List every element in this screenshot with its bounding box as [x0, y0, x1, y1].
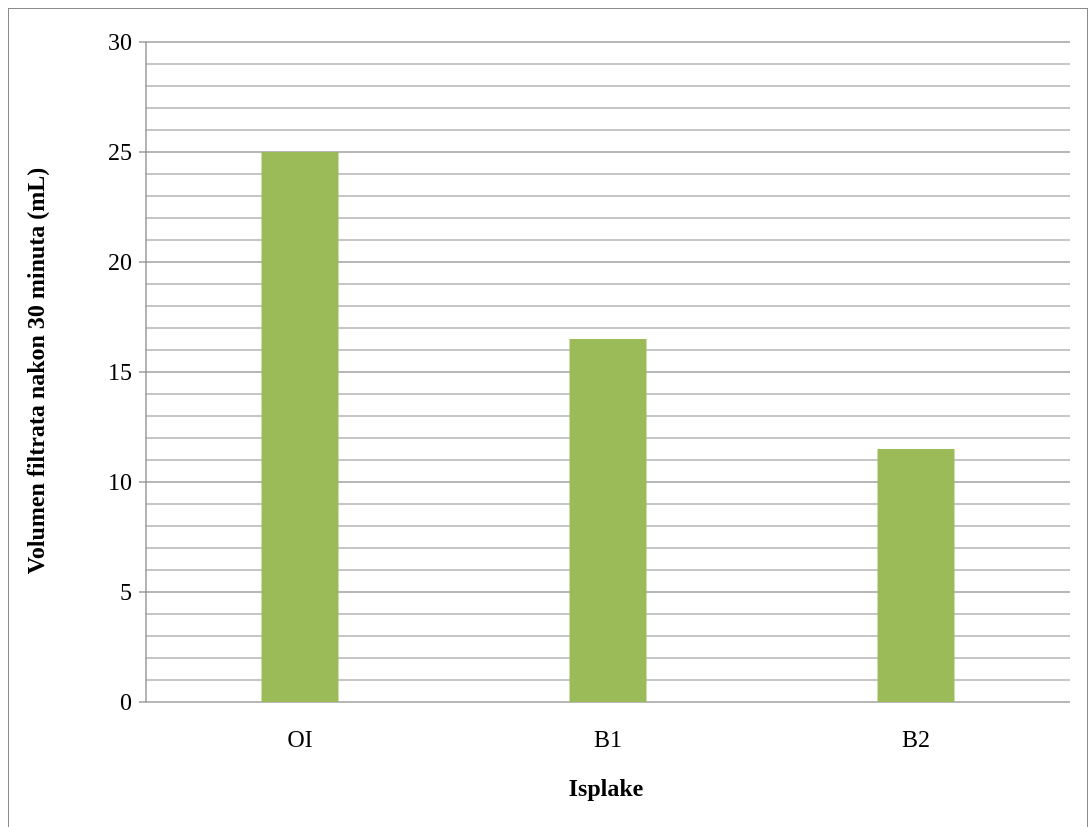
- x-category-labels: OI B1 B2: [287, 727, 930, 753]
- y-tick-label: 5: [120, 580, 132, 606]
- bar-b1: [569, 339, 647, 702]
- y-tick-label: 15: [108, 360, 132, 386]
- x-category-label: B1: [594, 727, 622, 753]
- bar-oi: [261, 152, 339, 702]
- y-tick-labels: 0 5 10 15 20 25 30: [108, 30, 132, 716]
- y-tick-label: 30: [108, 30, 132, 56]
- bars: [261, 152, 955, 702]
- y-tick-label: 0: [120, 690, 132, 716]
- y-axis-title: Volumen filtrata nakon 30 minuta (mL): [24, 168, 50, 574]
- x-axis-title: Isplake: [569, 776, 644, 802]
- y-tick-label: 10: [108, 470, 132, 496]
- y-tick-label: 20: [108, 250, 132, 276]
- x-category-label: OI: [287, 727, 312, 753]
- bar-b2: [877, 449, 955, 702]
- y-tick-label: 25: [108, 140, 132, 166]
- x-category-label: B2: [902, 727, 930, 753]
